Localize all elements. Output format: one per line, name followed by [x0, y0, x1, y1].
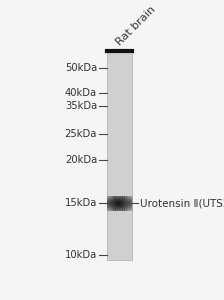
- Text: 15kDa: 15kDa: [65, 199, 97, 208]
- Bar: [107, 203, 132, 204]
- Bar: [132, 196, 133, 211]
- Bar: [124, 196, 125, 211]
- Bar: [107, 208, 132, 209]
- Bar: [107, 207, 132, 208]
- Bar: [107, 199, 132, 200]
- Text: 35kDa: 35kDa: [65, 101, 97, 112]
- Text: Urotensin Ⅱ(UTS2): Urotensin Ⅱ(UTS2): [140, 199, 224, 208]
- Text: 25kDa: 25kDa: [65, 129, 97, 139]
- Bar: [122, 196, 123, 211]
- Bar: [107, 201, 132, 202]
- Text: 10kDa: 10kDa: [65, 250, 97, 260]
- Bar: [107, 199, 132, 200]
- Bar: [121, 196, 122, 211]
- Bar: [118, 196, 119, 211]
- Bar: [127, 196, 128, 211]
- Bar: [129, 196, 130, 211]
- Bar: [123, 196, 124, 211]
- Bar: [130, 196, 131, 211]
- Text: 40kDa: 40kDa: [65, 88, 97, 98]
- Bar: [114, 196, 115, 211]
- Text: 50kDa: 50kDa: [65, 63, 97, 73]
- Bar: [107, 202, 132, 203]
- Bar: [115, 196, 116, 211]
- Bar: [115, 196, 116, 211]
- Bar: [107, 208, 132, 209]
- Bar: [107, 198, 132, 199]
- Bar: [107, 206, 132, 207]
- Bar: [111, 196, 112, 211]
- Bar: [129, 196, 130, 211]
- Bar: [107, 195, 132, 196]
- Bar: [113, 196, 114, 211]
- Bar: [107, 197, 132, 198]
- Bar: [107, 209, 132, 210]
- Bar: [107, 196, 108, 211]
- Bar: [107, 196, 132, 197]
- Bar: [128, 196, 129, 211]
- Bar: [126, 196, 127, 211]
- Bar: [125, 196, 126, 211]
- Bar: [107, 207, 132, 208]
- Bar: [118, 196, 119, 211]
- Bar: [107, 210, 132, 211]
- Bar: [112, 196, 113, 211]
- Bar: [107, 203, 132, 204]
- Bar: [108, 196, 109, 211]
- Bar: [110, 196, 111, 211]
- Bar: [116, 196, 117, 211]
- Bar: [107, 51, 132, 260]
- Bar: [119, 196, 120, 211]
- Bar: [109, 196, 110, 211]
- Bar: [107, 210, 132, 211]
- Bar: [107, 200, 132, 201]
- Bar: [117, 196, 118, 211]
- Bar: [113, 196, 114, 211]
- Bar: [124, 196, 125, 211]
- Bar: [107, 206, 132, 207]
- Bar: [107, 196, 132, 197]
- Bar: [131, 196, 132, 211]
- Text: 20kDa: 20kDa: [65, 154, 97, 165]
- Bar: [131, 196, 132, 211]
- Bar: [107, 204, 132, 205]
- Bar: [120, 196, 121, 211]
- Bar: [126, 196, 127, 211]
- Text: Rat brain: Rat brain: [114, 4, 157, 47]
- Bar: [107, 205, 132, 206]
- Bar: [107, 200, 132, 201]
- Bar: [107, 198, 132, 199]
